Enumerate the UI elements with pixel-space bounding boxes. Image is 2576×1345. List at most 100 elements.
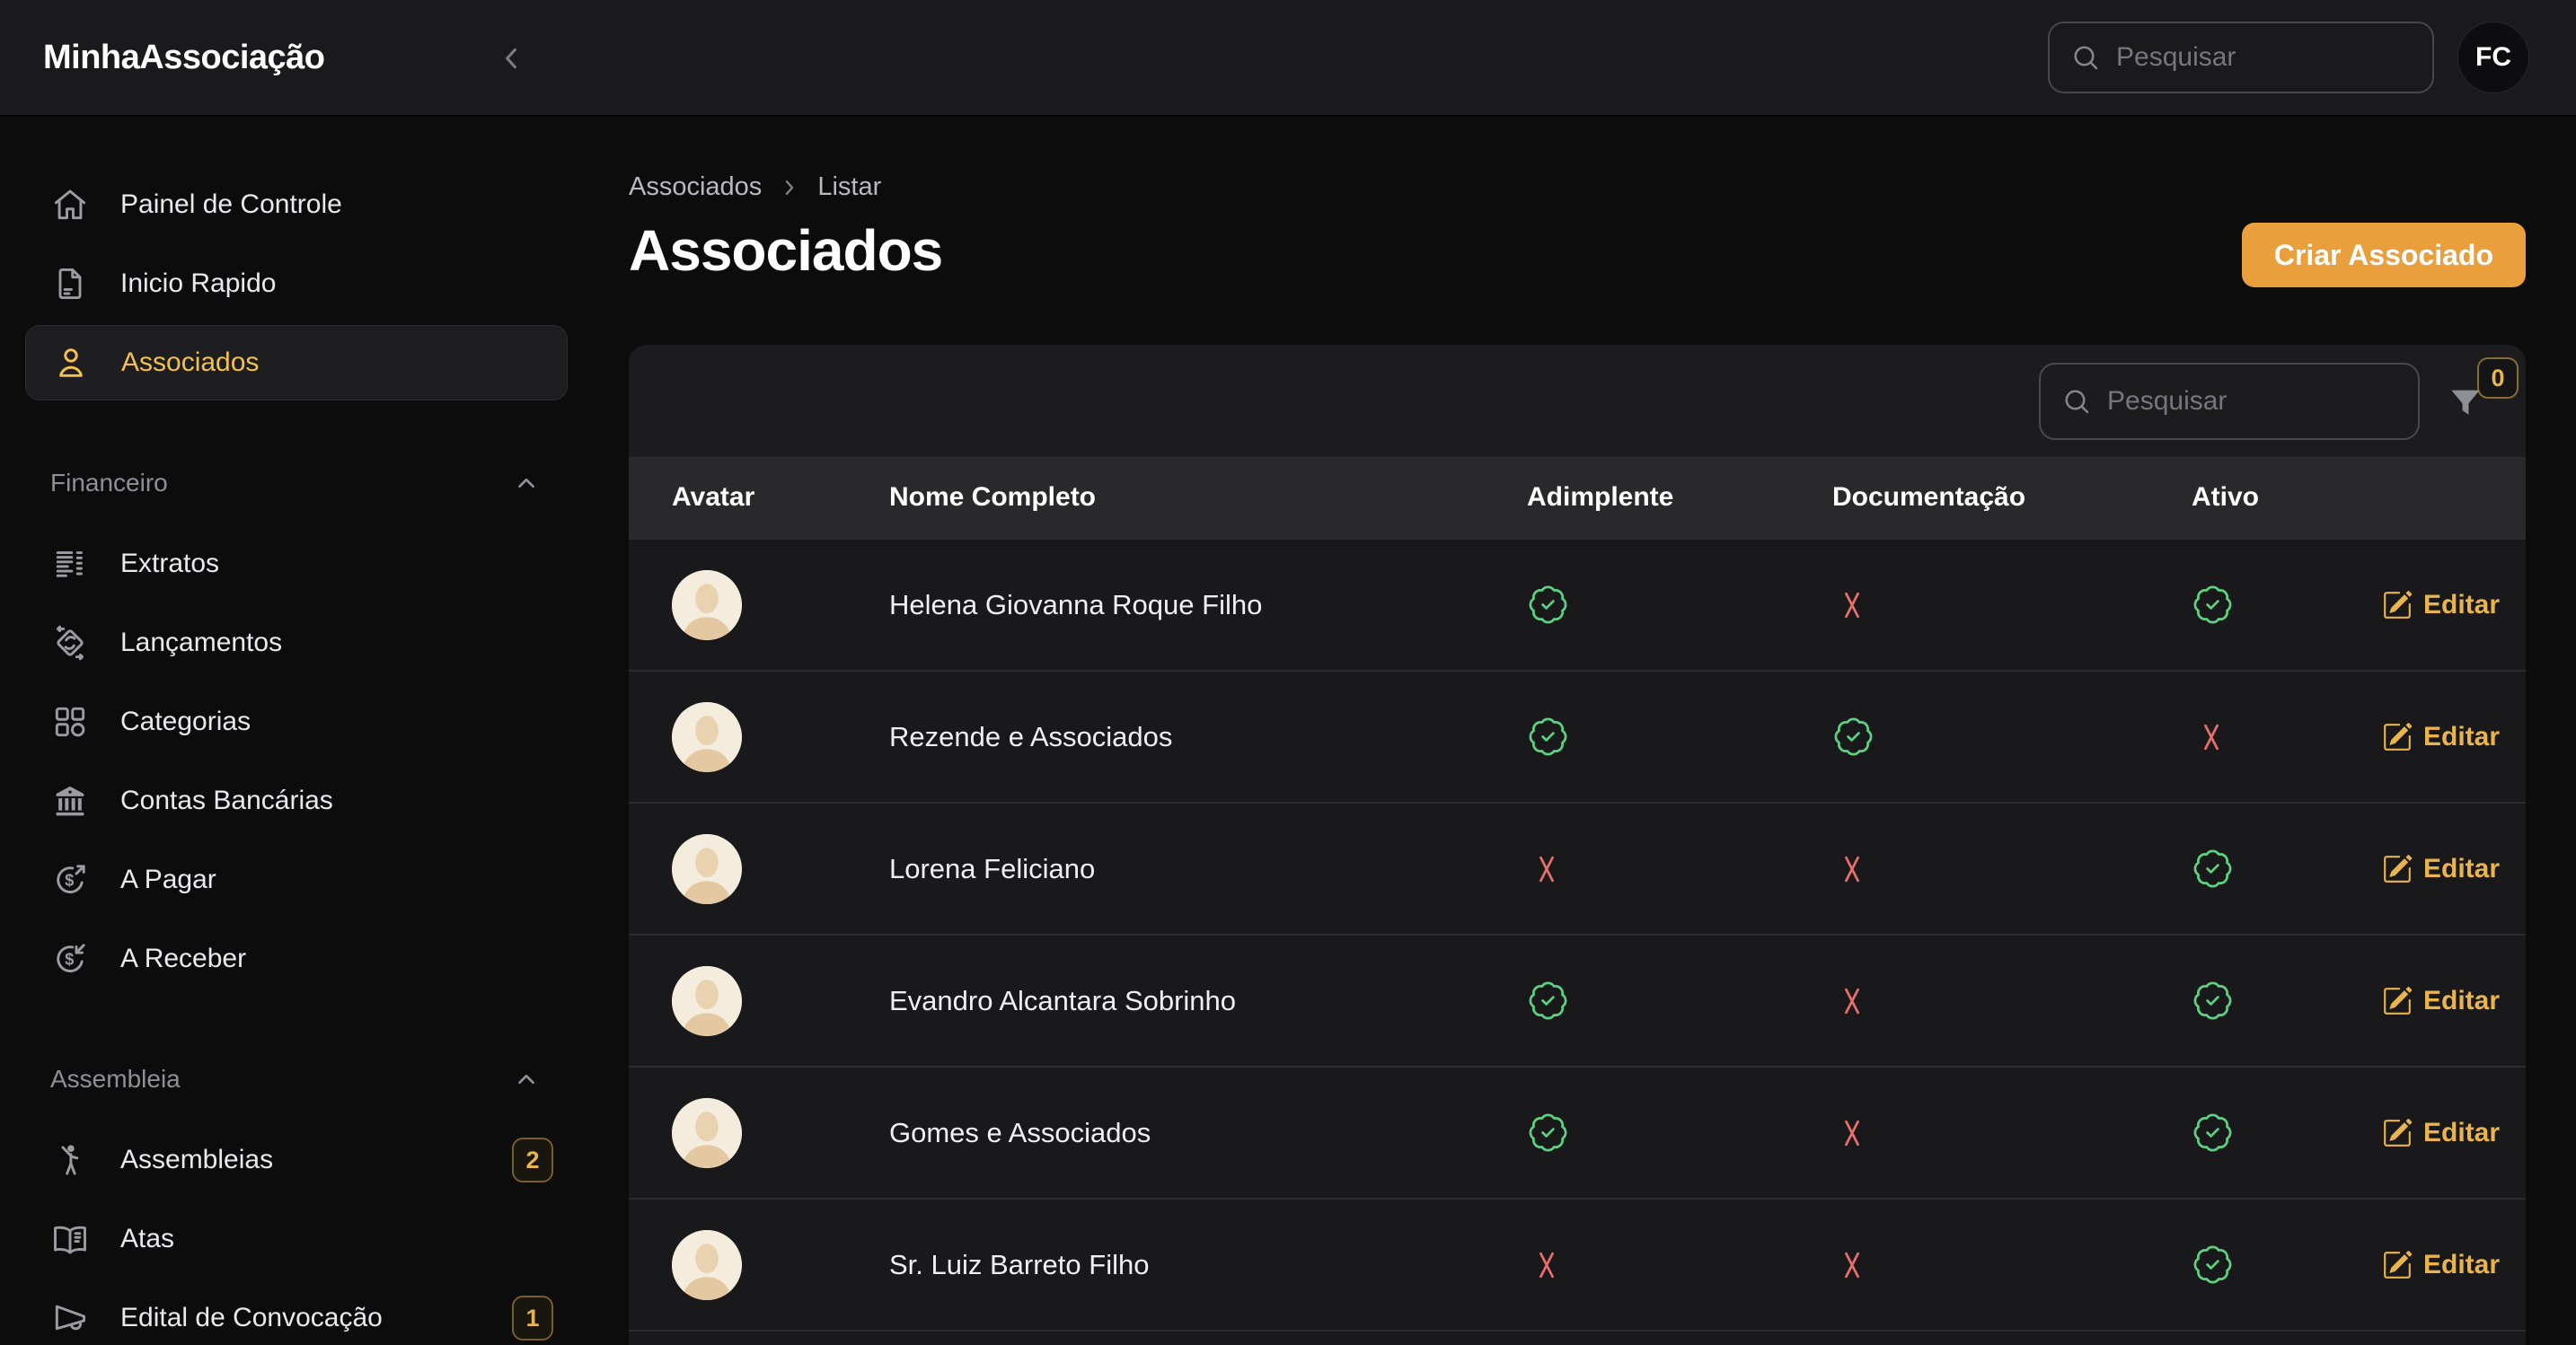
adimplente-status [1527, 980, 1832, 1022]
sidebar-section-label: Financeiro [50, 469, 168, 497]
edit-pencil-icon [2382, 854, 2413, 884]
documentacao-status [1832, 716, 2192, 758]
sidebar-item-a-receber[interactable]: $ A Receber [25, 921, 568, 997]
table-search[interactable] [2039, 363, 2454, 440]
document-icon [50, 264, 90, 303]
edit-button-label: Editar [2423, 589, 2501, 620]
sidebar-section-financeiro: Financeiro [25, 458, 568, 508]
edit-button[interactable]: Editar [2382, 590, 2500, 620]
avatar [672, 965, 742, 1036]
statement-icon [50, 544, 90, 584]
sidebar-item-label: A Pagar [120, 865, 216, 894]
sidebar-item-a-pagar[interactable]: $ A Pagar [25, 842, 568, 918]
edit-button[interactable]: Editar [2382, 1250, 2500, 1280]
breadcrumb-associados[interactable]: Associados [629, 172, 763, 201]
edit-pencil-icon [2382, 986, 2413, 1016]
global-search-input[interactable] [2116, 42, 2463, 73]
edit-pencil-icon [2382, 1250, 2413, 1280]
sidebar-item-categorias[interactable]: Categorias [25, 684, 568, 760]
sidebar-item-painel-de-controle[interactable]: Painel de Controle [25, 167, 568, 242]
x-icon [1832, 1245, 1872, 1285]
topbar-actions: FC [2048, 0, 2529, 115]
ativo-status [2192, 848, 2382, 890]
member-name: Evandro Alcantara Sobrinho [889, 984, 1237, 1016]
ativo-status [2192, 1244, 2382, 1286]
table-row-partial [629, 1330, 2526, 1345]
sidebar-item-associados[interactable]: Associados [25, 325, 568, 400]
app-logo: MinhaAssociação [43, 38, 325, 76]
sidebar-item-contas-bancarias[interactable]: Contas Bancárias [25, 763, 568, 839]
check-badge-icon [2192, 980, 2234, 1022]
megaphone-icon [50, 1298, 90, 1338]
check-badge-icon [2192, 584, 2234, 626]
main-content: Associados Listar Associados Criar Assoc… [593, 117, 2576, 1345]
edit-button[interactable]: Editar [2382, 722, 2500, 752]
svg-text:$: $ [65, 871, 74, 890]
sidebar: Painel de Controle Inicio Rapido Associado… [0, 117, 593, 1345]
edit-button-label: Editar [2423, 853, 2501, 883]
sidebar-item-label: Contas Bancárias [120, 786, 333, 815]
sidebar-item-edital-de-convocacao[interactable]: Edital de Convocação 1 [25, 1280, 568, 1345]
edit-button[interactable]: Editar [2382, 986, 2500, 1016]
adimplente-status [1527, 584, 1832, 626]
sidebar-item-lancamentos[interactable]: Lançamentos [25, 605, 568, 681]
edit-pencil-icon [2382, 722, 2413, 752]
sidebar-item-label: Inicio Rapido [120, 268, 277, 298]
check-badge-icon [2192, 848, 2234, 890]
table-header-row: Avatar Nome Completo Adimplente Documentaçã… [629, 457, 2526, 538]
column-header-ativo: Ativo [2192, 482, 2259, 512]
sidebar-item-inicio-rapido[interactable]: Inicio Rapido [25, 246, 568, 321]
breadcrumb-listar: Listar [817, 172, 882, 201]
create-associado-button[interactable]: Criar Associado [2241, 223, 2526, 287]
sidebar-item-label: Associados [121, 347, 260, 377]
chevron-up-icon[interactable] [510, 467, 543, 499]
member-name: Gomes e Associados [889, 1116, 1151, 1148]
table-search-input[interactable] [2107, 386, 2454, 417]
members-table-card: 0 Avatar Nome Completo Adimplente Documenta… [629, 345, 2526, 1345]
check-badge-icon [1527, 584, 1569, 626]
user-avatar[interactable]: FC [2457, 22, 2529, 93]
chevron-up-icon[interactable] [510, 1063, 543, 1095]
global-search[interactable] [2048, 22, 2463, 93]
transactions-icon [50, 623, 90, 663]
sidebar-item-label: Painel de Controle [120, 189, 342, 219]
sidebar-item-label: Assembleias [120, 1145, 274, 1174]
avatar-cell [672, 833, 889, 904]
x-icon [1527, 1245, 1566, 1285]
table-row: Lorena Feliciano Editar [629, 802, 2526, 934]
page-title: Associados [629, 218, 943, 283]
adimplente-status [1527, 1112, 1832, 1154]
edit-button-label: Editar [2423, 985, 2501, 1015]
sidebar-item-label: Edital de Convocação [120, 1303, 383, 1332]
check-badge-icon [1527, 716, 1569, 758]
ativo-status [2192, 980, 2382, 1022]
adimplente-status [1527, 716, 1832, 758]
member-name: Sr. Luiz Barreto Filho [889, 1248, 1150, 1280]
topbar: MinhaAssociação FC [0, 0, 2576, 117]
adimplente-status [1527, 849, 1832, 889]
edit-button[interactable]: Editar [2382, 1118, 2500, 1148]
edit-pencil-icon [2382, 590, 2413, 620]
table-row: Helena Giovanna Roque Filho Editar [629, 538, 2526, 670]
sidebar-item-label: Extratos [120, 549, 220, 578]
column-header-adimplente: Adimplente [1527, 482, 1674, 512]
filter-icon[interactable] [2445, 382, 2486, 424]
table-body: Helena Giovanna Roque Filho Editar Rezende… [629, 538, 2526, 1345]
table-row: Sr. Luiz Barreto Filho Editar [629, 1198, 2526, 1330]
sidebar-item-label: Lançamentos [120, 628, 283, 657]
edit-button-label: Editar [2423, 721, 2501, 752]
edit-button[interactable]: Editar [2382, 854, 2500, 884]
user-icon [51, 343, 91, 382]
sidebar-item-assembleias[interactable]: Assembleias 2 [25, 1122, 568, 1198]
categories-grid-icon [50, 702, 90, 742]
sidebar-item-atas[interactable]: Atas [25, 1201, 568, 1277]
documentacao-status [1832, 849, 2192, 889]
sidebar-item-label: Atas [120, 1224, 175, 1253]
sidebar-item-extratos[interactable]: Extratos [25, 526, 568, 602]
member-name: Helena Giovanna Roque Filho [889, 588, 1263, 620]
avatar-cell [672, 701, 889, 772]
avatar [672, 1229, 742, 1300]
table-row: Gomes e Associados Editar [629, 1066, 2526, 1198]
table-toolbar: 0 [629, 345, 2526, 457]
sidebar-collapse-icon[interactable] [492, 40, 530, 77]
